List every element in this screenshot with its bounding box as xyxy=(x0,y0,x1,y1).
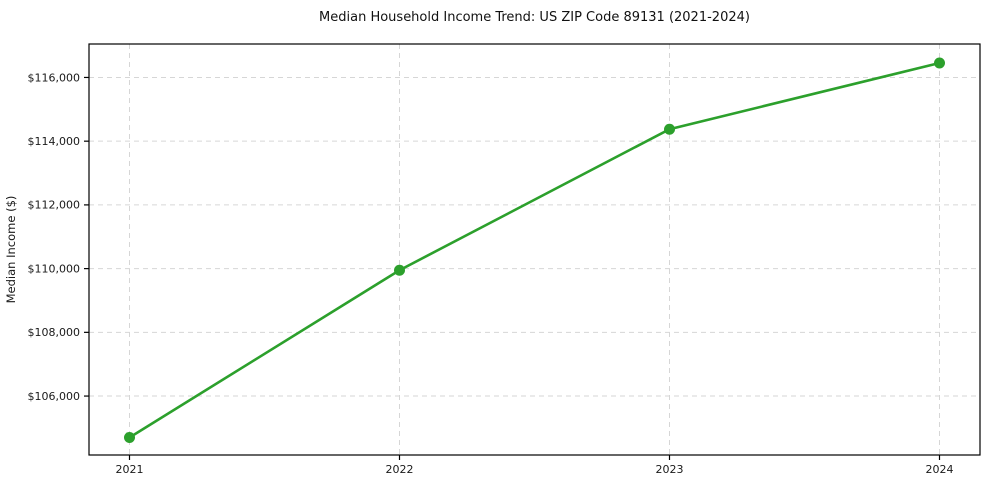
axis-frame xyxy=(88,43,981,456)
x-tick-label: 2022 xyxy=(386,463,414,476)
y-tick-label: $114,000 xyxy=(28,135,81,148)
y-tick-label: $110,000 xyxy=(28,262,81,275)
data-point-marker xyxy=(394,264,405,276)
x-tick-label: 2021 xyxy=(116,463,144,476)
y-tick-label: $106,000 xyxy=(28,390,81,403)
y-tick-label: $108,000 xyxy=(28,326,81,339)
data-point-marker xyxy=(664,123,675,135)
x-tick-label: 2024 xyxy=(926,463,954,476)
trend-line xyxy=(128,61,941,439)
chart-title: Median Household Income Trend: US ZIP Co… xyxy=(319,10,750,25)
y-axis-label: Median Income ($) xyxy=(4,196,18,304)
x-tick-label: 2023 xyxy=(656,463,684,476)
data-point-marker xyxy=(124,431,135,443)
y-tick-label: $116,000 xyxy=(28,71,81,84)
y-tick-label: $112,000 xyxy=(28,199,81,212)
data-point-marker xyxy=(934,57,945,69)
